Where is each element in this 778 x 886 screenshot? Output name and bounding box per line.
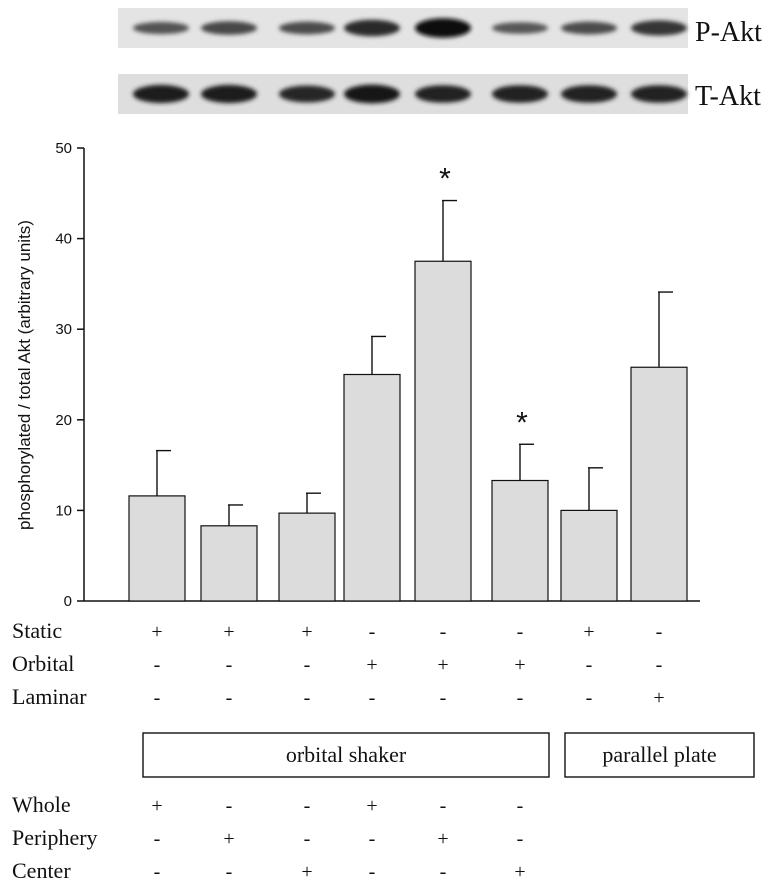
condition-cell: - (517, 621, 524, 643)
group-boxes: orbital shaker parallel plate (142, 732, 755, 778)
condition-cell: - (440, 687, 447, 709)
region-cell: - (517, 795, 524, 817)
condition-cell: + (583, 621, 594, 643)
region-cell: - (226, 861, 233, 883)
blot-band (133, 84, 189, 104)
condition-cell: + (151, 621, 162, 643)
region-cell: + (437, 828, 448, 850)
blot-band (279, 85, 335, 103)
blot-band (344, 19, 400, 37)
region-cell: + (366, 795, 377, 817)
bar (278, 512, 336, 602)
y-tick-label: 0 (64, 593, 72, 610)
blot-band (133, 21, 189, 35)
region-table: Whole + - - + - - Periphery - + - - + - Center - - + - - + (12, 792, 526, 883)
bar (414, 260, 472, 602)
region-cell: - (304, 828, 311, 850)
blot-band (631, 85, 687, 103)
y-tick-label: 30 (55, 321, 72, 338)
condition-cell: - (517, 687, 524, 709)
condition-cell: - (586, 654, 593, 676)
condition-table: Static + + + - - - + - Orbital - - - + + + - - Laminar - - - -… (12, 618, 665, 709)
region-cell: + (301, 861, 312, 883)
blot-band (631, 20, 687, 36)
condition-cell: + (366, 654, 377, 676)
blot-band (561, 85, 617, 103)
blot-band (492, 22, 548, 34)
condition-row-label: Orbital (12, 651, 74, 676)
group-label: orbital shaker (286, 742, 407, 767)
region-cell: - (369, 861, 376, 883)
significance-marker: * (516, 406, 528, 439)
bar (491, 479, 549, 602)
blot-band (415, 85, 471, 103)
blot-band (201, 84, 257, 104)
bar (128, 495, 186, 602)
region-cell: - (226, 795, 233, 817)
region-cell: + (514, 861, 525, 883)
condition-cell: - (304, 654, 311, 676)
condition-cell: - (656, 654, 663, 676)
condition-cell: - (154, 687, 161, 709)
bar (200, 525, 258, 602)
region-cell: - (154, 828, 161, 850)
region-cell: - (440, 795, 447, 817)
condition-cell: + (223, 621, 234, 643)
condition-cell: - (656, 621, 663, 643)
condition-cell: - (369, 687, 376, 709)
blot-band (201, 21, 257, 35)
region-cell: - (440, 861, 447, 883)
y-tick-label: 10 (55, 502, 72, 519)
blot-label-t-akt: T-Akt (695, 81, 761, 112)
blot-band (415, 18, 471, 38)
condition-cell: - (226, 654, 233, 676)
condition-cell: + (437, 654, 448, 676)
group-box (142, 732, 550, 778)
condition-row-label: Laminar (12, 684, 87, 709)
bar-chart: phosphorylated / total Akt (arbitrary un… (15, 140, 700, 610)
condition-row-label: Static (12, 618, 62, 643)
condition-cell: - (154, 654, 161, 676)
blot-band (279, 21, 335, 35)
western-blot-panel: P-Akt T-Akt (118, 8, 762, 114)
region-cell: - (517, 828, 524, 850)
region-cell: + (223, 828, 234, 850)
blot-band (561, 21, 617, 35)
region-cell: - (369, 828, 376, 850)
condition-cell: - (304, 687, 311, 709)
region-cell: - (304, 795, 311, 817)
group-label: parallel plate (602, 742, 716, 767)
y-axis-label: phosphorylated / total Akt (arbitrary un… (15, 220, 34, 530)
condition-cell: - (586, 687, 593, 709)
bar (630, 366, 688, 602)
region-cell: + (151, 795, 162, 817)
y-tick-label: 40 (55, 231, 72, 248)
region-row-label: Periphery (12, 825, 98, 850)
group-box (564, 732, 755, 778)
region-row-label: Center (12, 858, 71, 883)
condition-cell: - (369, 621, 376, 643)
condition-cell: - (440, 621, 447, 643)
condition-cell: + (514, 654, 525, 676)
region-row-label: Whole (12, 792, 71, 817)
y-tick-label: 50 (55, 140, 72, 157)
bar (343, 373, 401, 602)
condition-cell: + (301, 621, 312, 643)
y-tick-label: 20 (55, 412, 72, 429)
blot-label-p-akt: P-Akt (695, 17, 762, 48)
region-cell: - (154, 861, 161, 883)
bar (560, 509, 618, 602)
blot-band (344, 84, 400, 104)
condition-cell: + (653, 687, 664, 709)
significance-marker: * (439, 163, 451, 196)
condition-cell: - (226, 687, 233, 709)
blot-band (492, 85, 548, 103)
